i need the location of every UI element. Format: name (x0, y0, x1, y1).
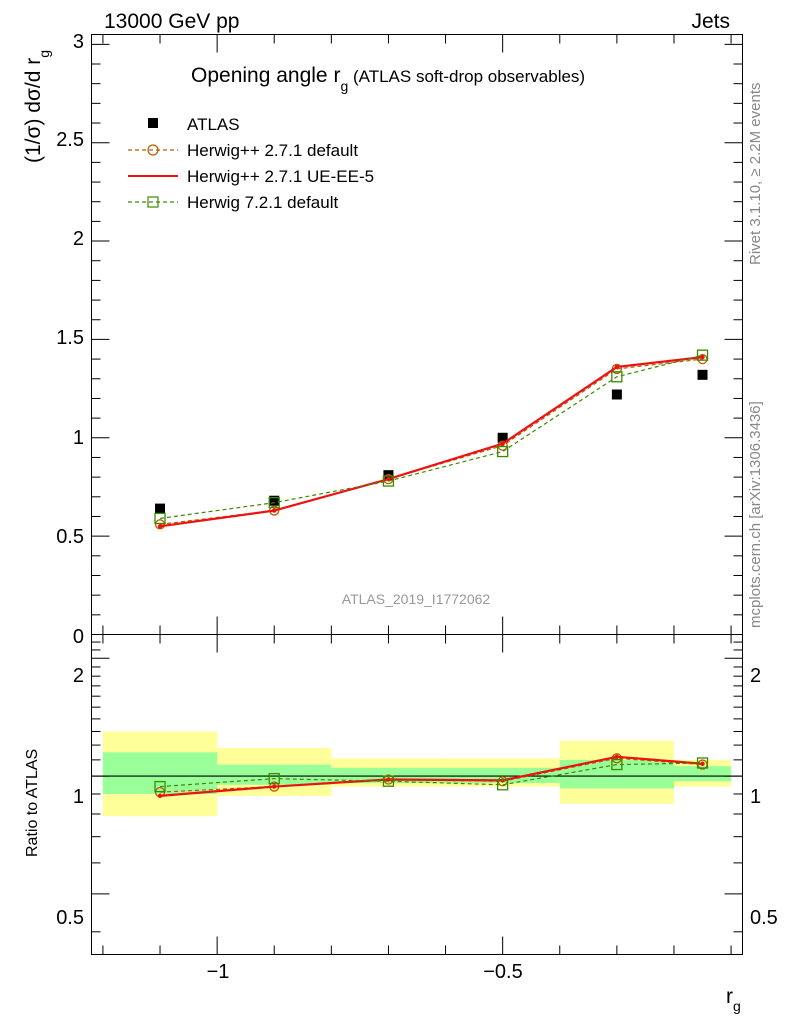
main-line-herwig_pp_default (159, 358, 703, 525)
ratio-point-herwig_pp_ueee5 (614, 754, 620, 760)
ratio-y-tick-left-2: 2 (73, 665, 84, 687)
main-point-herwig7_default (268, 497, 280, 509)
main-point-herwig7_default (611, 371, 623, 383)
ratio-y-tick-right-0.5: 0.5 (750, 907, 778, 929)
x-axis-label-subscript: g (733, 998, 741, 1014)
legend-marker-atlas (148, 118, 158, 128)
legend-label-herwig-pp-ueee5: Herwig++ 2.7.1 UE-EE-5 (187, 167, 374, 186)
legend-label-herwig7-default: Herwig 7.2.1 default (187, 193, 338, 212)
main-point-herwig_pp_ueee5 (157, 524, 163, 529)
ratio-point-herwig7_default (497, 779, 509, 791)
plot-title-subscript: g (340, 78, 348, 94)
main-y-tick-0.5: 0.5 (56, 526, 84, 548)
legend-label-atlas: ATLAS (187, 115, 240, 134)
ratio-point-herwig7_default (382, 775, 395, 787)
ratio-point-herwig7_default (268, 772, 280, 785)
main-y-axis-label-main: (1/σ) dσ/d r (22, 58, 45, 163)
data-point-atlas (269, 495, 280, 506)
ratio-point-herwig7_default (611, 758, 623, 771)
x-tick--1: −1 (207, 961, 230, 983)
main-point-herwig7_default (497, 445, 509, 458)
plot-title: Opening angle rg (ATLAS soft-drop observ… (191, 64, 585, 94)
main-point-herwig_pp_default (154, 519, 166, 530)
ratio-band-inner (673, 766, 732, 782)
ratio-uncertainty-bands (102, 731, 732, 817)
main-line-herwig7_default (159, 354, 703, 520)
data-point-atlas (497, 432, 508, 443)
main-point-herwig7_default (382, 475, 395, 487)
ratio-y-axis-label: Ratio to ATLAS (24, 749, 41, 857)
ratio-point-herwig_pp_ueee5 (386, 777, 391, 782)
x-tick--0.5: −0.5 (483, 961, 522, 983)
plot-title-main: Opening angle r (191, 64, 340, 87)
data-point-atlas (697, 369, 708, 380)
main-point-herwig_pp_ueee5 (614, 364, 620, 370)
rivet-label: Rivet 3.1.10, ≥ 2.2M events (747, 83, 764, 266)
legend: ATLAS Herwig++ 2.7.1 default Herwig++ 2.… (128, 115, 374, 212)
main-point-herwig_pp_ueee5 (700, 354, 705, 360)
plot-series (91, 349, 743, 799)
main-point-herwig7_default (154, 512, 166, 525)
main-y-tick-1.5: 1.5 (56, 327, 84, 349)
ratio-y-tick-left-1: 1 (73, 786, 84, 808)
plot-title-suffix: (ATLAS soft-drop observables) (348, 67, 585, 86)
ratio-point-herwig7_default (696, 757, 709, 769)
main-y-tick-2.5: 2.5 (56, 129, 84, 151)
analysis-label: ATLAS_2019_I1772062 (342, 591, 491, 607)
ratio-point-herwig_pp_ueee5 (272, 784, 277, 789)
legend-label-herwig-pp-default: Herwig++ 2.7.1 default (187, 141, 358, 160)
main-y-axis-label-subscript: g (36, 50, 52, 58)
ratio-y-tick-right-2: 2 (750, 665, 761, 687)
ratio-line-herwig_pp_ueee5 (159, 755, 703, 797)
ratio-plot-frame (91, 634, 743, 955)
ratio-y-tick-right-1: 1 (750, 786, 761, 808)
main-line-herwig_pp_ueee5 (159, 356, 703, 528)
main-point-herwig_pp_ueee5 (272, 508, 277, 513)
axis-ticks (91, 34, 743, 955)
x-axis-label: rg (726, 985, 741, 1014)
main-point-herwig_pp_ueee5 (500, 441, 505, 446)
energy-label: 13000 GeV pp (104, 10, 239, 33)
main-point-herwig7_default (696, 349, 709, 361)
main-y-tick-1: 1 (73, 427, 84, 449)
ratio-point-herwig7_default (154, 780, 166, 793)
legend-marker-herwig7-default (147, 196, 159, 208)
data-point-atlas (611, 389, 622, 400)
mcplots-label: mcplots.cern.ch [arXiv:1306.3436] (747, 401, 764, 628)
ratio-point-herwig_pp_ueee5 (700, 761, 705, 766)
data-point-atlas (155, 503, 166, 514)
x-axis-label-main: r (726, 985, 733, 1008)
main-y-tick-0: 0 (73, 626, 84, 648)
main-y-tick-3: 3 (73, 31, 84, 53)
category-label: Jets (691, 10, 730, 33)
ratio-point-herwig_pp_ueee5 (157, 793, 163, 799)
ratio-y-tick-left-0.5: 0.5 (56, 907, 84, 929)
main-y-axis-label: (1/σ) dσ/d rg (22, 50, 52, 163)
legend-marker-herwig-pp-default (147, 144, 159, 156)
main-y-tick-2: 2 (73, 228, 84, 250)
